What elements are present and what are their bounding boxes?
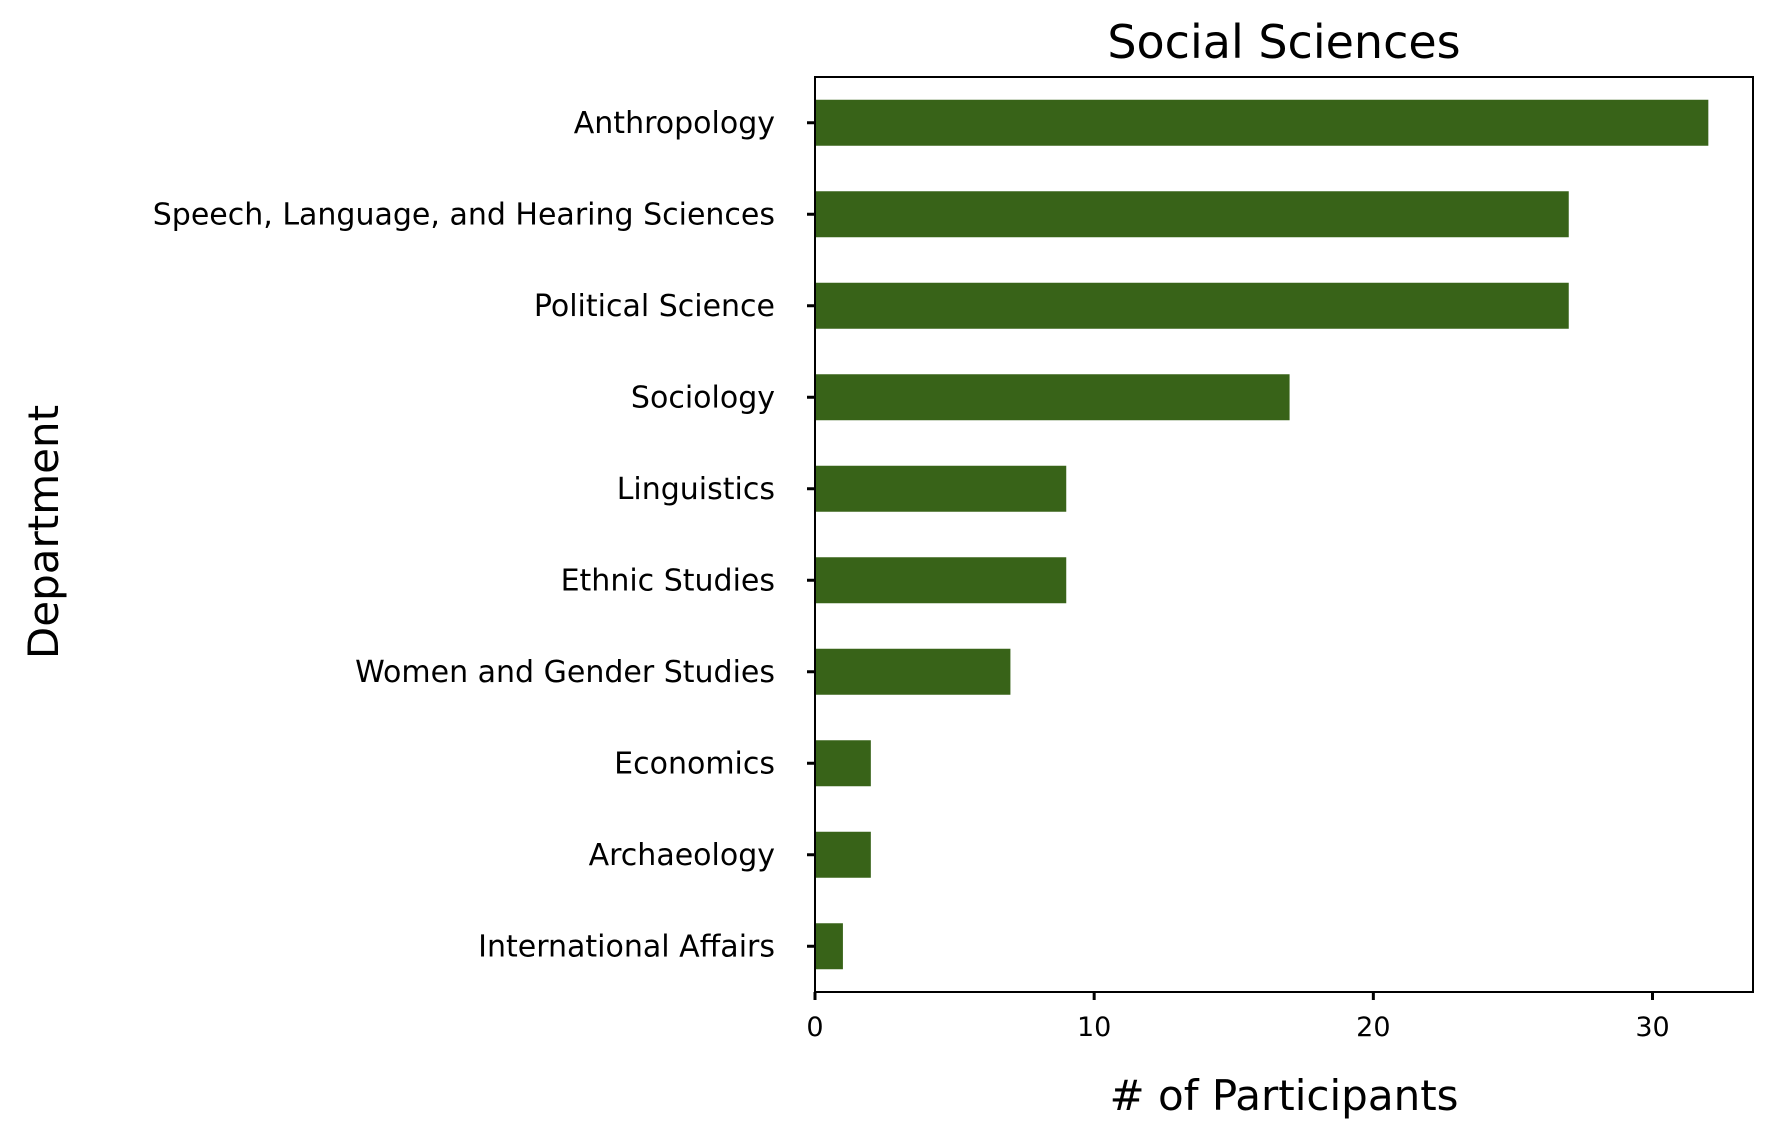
x-tick-label: 30	[1635, 1012, 1669, 1043]
category-labels-group: Anthropology Speech, Language, and Hearin…	[153, 106, 815, 964]
x-tick-label: 10	[1077, 1012, 1111, 1043]
plot-frame	[814, 76, 1754, 993]
category-label: Political Science	[534, 289, 775, 324]
bar	[815, 465, 1067, 512]
bar	[815, 374, 1290, 421]
bar	[815, 99, 1709, 146]
x-tick-label: 0	[806, 1012, 823, 1043]
bar	[815, 831, 871, 878]
category-label: Speech, Language, and Hearing Sciences	[153, 197, 775, 232]
category-label: International Affairs	[478, 929, 775, 964]
category-label: Linguistics	[617, 472, 775, 507]
x-axis-label: # of Participants	[1109, 1071, 1458, 1120]
category-label: Anthropology	[574, 106, 775, 141]
category-label: Archaeology	[589, 838, 775, 873]
bar	[815, 923, 843, 970]
bar	[815, 557, 1067, 604]
y-axis-label: Department	[19, 405, 68, 659]
bar	[815, 648, 1011, 695]
bar	[815, 740, 871, 787]
category-label: Sociology	[631, 380, 775, 415]
x-tick-label: 20	[1356, 1012, 1390, 1043]
category-label: Economics	[614, 746, 775, 781]
chart-title: Social Sciences	[1107, 15, 1460, 69]
category-label: Ethnic Studies	[561, 563, 775, 598]
bars-group	[815, 99, 1709, 970]
bar	[815, 282, 1569, 329]
x-ticks-group: 0 10 20 30	[806, 992, 1670, 1043]
category-label: Women and Gender Studies	[355, 655, 775, 690]
bar	[815, 191, 1569, 238]
